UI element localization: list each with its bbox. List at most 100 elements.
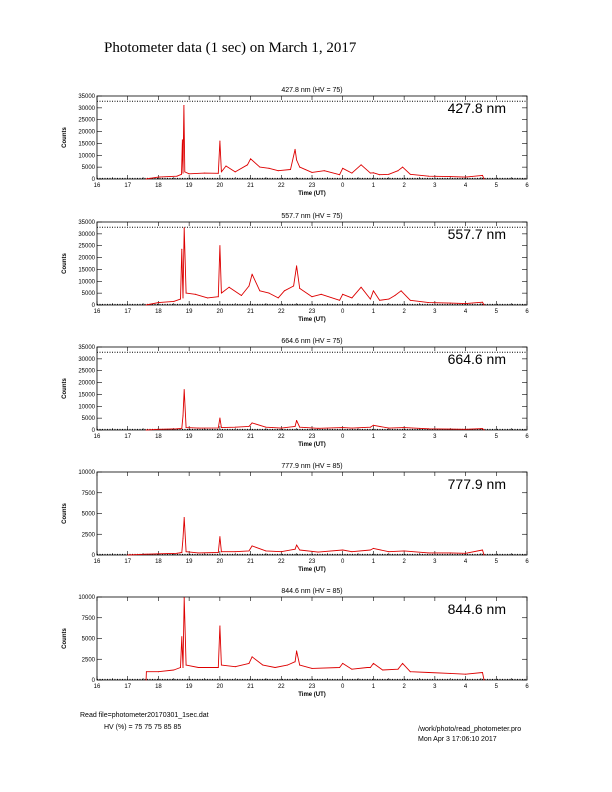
x-tick-label: 19: [186, 183, 193, 189]
data-point: [369, 298, 371, 300]
data-point: [294, 661, 296, 663]
x-tick-label: 19: [186, 434, 193, 440]
data-point: [409, 173, 411, 175]
data-point: [296, 420, 298, 421]
series-line: [127, 517, 485, 556]
x-tick-label: 3: [433, 183, 437, 189]
x-tick-label: 17: [124, 309, 131, 315]
data-point: [217, 667, 219, 668]
x-tick-label: 16: [94, 309, 101, 315]
y-tick-label: 30000: [78, 106, 95, 112]
data-point: [323, 170, 325, 172]
x-tick-label: 3: [433, 559, 437, 565]
chart-title: 664.6 nm (HV = 75): [281, 338, 342, 345]
data-point: [317, 427, 319, 429]
data-point: [483, 304, 485, 306]
y-tick-label: 30000: [78, 232, 95, 238]
x-tick-label: 4: [464, 684, 468, 690]
y-tick-label: 25000: [78, 118, 95, 124]
x-tick-label: 22: [278, 434, 285, 440]
data-point: [185, 664, 187, 666]
data-point: [403, 427, 405, 429]
x-tick-label: 21: [247, 434, 254, 440]
x-tick-label: 2: [402, 684, 406, 690]
data-point: [248, 285, 250, 287]
x-tick-label: 21: [247, 684, 254, 690]
x-tick-label: 1: [372, 559, 376, 565]
data-point: [268, 292, 270, 294]
footer-hv-settings: HV (%) = 75 75 75 85 85: [104, 724, 182, 731]
data-point: [220, 171, 222, 173]
data-point: [259, 166, 261, 168]
data-point: [217, 172, 219, 174]
x-tick-label: 2: [402, 434, 406, 440]
y-tick-label: 7500: [82, 616, 96, 622]
x-tick-label: 0: [341, 684, 345, 690]
data-point: [372, 290, 374, 292]
data-point: [181, 139, 183, 141]
x-tick-label: 17: [124, 183, 131, 189]
y-tick-label: 25000: [78, 244, 95, 250]
chart-panel-5: 844.6 nm (HV = 85)16 17 18 19 20 21 22 23 0 1 2 3 4 5…: [62, 588, 529, 698]
y-tick-label: 35000: [78, 94, 95, 100]
x-tick-label: 2: [402, 309, 406, 315]
y-tick-label: 20000: [78, 256, 95, 262]
series-line: [146, 227, 485, 306]
y-tick-label: 25000: [78, 369, 95, 375]
data-point: [351, 551, 353, 553]
x-tick-label: 1: [372, 434, 376, 440]
data-point: [248, 425, 250, 427]
data-point: [339, 174, 341, 176]
x-tick-label: 22: [278, 183, 285, 189]
data-point: [145, 679, 147, 681]
data-point: [145, 429, 147, 431]
chart-panel-2: 557.7 nm (HV = 75)16 17 18 19 20 21 22 23 0 1 2 3 4 5…: [62, 213, 529, 323]
data-point: [388, 298, 390, 300]
x-tick-label: 0: [341, 309, 345, 315]
data-point: [247, 164, 248, 166]
data-point: [299, 287, 301, 289]
footer-program-path: /work/photo/read_photometer.pro: [418, 726, 522, 733]
data-point: [277, 297, 279, 299]
x-tick-label: 20: [217, 309, 224, 315]
data-point: [465, 303, 467, 305]
data-point: [274, 667, 276, 668]
data-point: [351, 172, 353, 174]
y-tick-label: 15000: [78, 267, 95, 273]
data-point: [449, 428, 451, 430]
y-tick-label: 15000: [78, 141, 95, 147]
x-tick-label: 16: [94, 559, 101, 565]
data-point: [342, 662, 344, 664]
data-point: [311, 667, 313, 669]
data-point: [397, 170, 399, 172]
x-tick-label: 19: [186, 684, 193, 690]
x-tick-label: 17: [124, 559, 131, 565]
y-tick-label: 5000: [82, 512, 96, 518]
chart-panel-1: 427.8 nm (HV = 75)16 17 18 19 20 21 22 23 0 1 2 3 4 5…: [62, 87, 529, 197]
footer-read-file: Read file=photometer20170301_1sec.dat: [80, 712, 209, 719]
series-line: [145, 597, 485, 681]
data-point: [182, 415, 184, 417]
data-point: [197, 667, 199, 668]
data-point: [339, 667, 341, 668]
x-tick-label: 20: [217, 183, 224, 189]
y-tick-label: 0: [92, 428, 96, 434]
y-tick-label: 10000: [78, 279, 95, 285]
data-point: [465, 673, 467, 675]
y-tick-label: 20000: [78, 130, 95, 136]
data-point: [127, 554, 129, 556]
chart-title: 557.7 nm (HV = 75): [281, 213, 342, 220]
y-tick-label: 5000: [82, 416, 96, 422]
data-point: [339, 299, 341, 301]
data-point: [294, 425, 296, 427]
data-point: [228, 286, 230, 288]
x-tick-label: 23: [309, 309, 316, 315]
data-point: [194, 293, 196, 295]
data-point: [262, 664, 264, 666]
data-point: [183, 597, 185, 599]
data-point: [265, 426, 267, 428]
x-tick-label: 23: [309, 684, 316, 690]
inset-wavelength-label: 557.7 nm: [448, 226, 506, 242]
data-point: [251, 545, 253, 547]
data-point: [145, 553, 147, 555]
